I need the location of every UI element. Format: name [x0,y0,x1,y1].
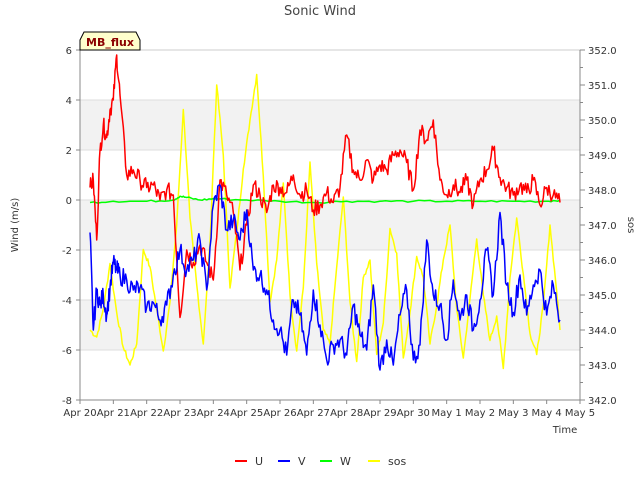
series-line-sos [89,73,561,370]
y2-axis-ticks: 342.0 343.0 344.0 345.0 346.0 347.0 348.0 349.0… [580,46,617,407]
badge-label: MB_flux [86,36,134,49]
mb-flux-badge: MB_flux [79,31,141,51]
y-tick-label: -4 [62,296,72,307]
y-tick-label: 2 [66,146,72,157]
y-tick-label: -8 [62,396,72,407]
x-tick-label: May 1 [432,408,462,419]
series-line-v [89,184,561,371]
legend-label-v: V [298,455,306,468]
y2-tick-label: 343.0 [588,361,617,372]
x-axis-ticks: Apr 20 Apr 21 Apr 22 Apr 23 Apr 24 Apr 25 Apr … [63,400,595,419]
y2-axis-label: sos [625,217,636,234]
y-tick-label: 4 [66,96,72,107]
x-tick-label: Apr 28 [330,408,363,419]
x-tick-label: May 5 [565,408,595,419]
y-axis-ticks: -8 -6 -4 -2 0 2 4 6 [62,46,80,407]
x-tick-label: Apr 27 [297,408,330,419]
band [80,100,580,150]
background-bands [80,100,580,350]
badge-shape [79,31,141,51]
y-tick-label: 6 [66,46,72,57]
legend-label-u: U [255,455,263,468]
x-axis-label: Time [552,425,577,436]
x-tick-label: Apr 23 [163,408,196,419]
y2-tick-label: 342.0 [588,396,617,407]
y-axis-label: Wind (m/s) [10,198,21,253]
y2-tick-label: 346.0 [588,256,617,267]
x-tick-label: May 4 [532,408,562,419]
series-layer [89,54,561,371]
chart-title: Sonic Wind [284,4,356,19]
x-tick-label: May 2 [465,408,495,419]
y2-tick-label: 351.0 [588,81,617,92]
y2-tick-label: 347.0 [588,221,617,232]
x-tick-label: Apr 25 [230,408,263,419]
y2-tick-label: 348.0 [588,186,617,197]
y2-tick-label: 352.0 [588,46,617,57]
x-tick-label: Apr 21 [97,408,130,419]
y2-tick-label: 345.0 [588,291,617,302]
band [80,200,580,250]
y2-tick-label: 349.0 [588,151,617,162]
x-tick-label: Apr 29 [363,408,396,419]
y-tick-label: -2 [62,246,72,257]
x-tick-label: May 3 [498,408,528,419]
x-tick-label: Apr 24 [197,408,230,419]
x-tick-label: Apr 30 [397,408,430,419]
x-tick-label: Apr 26 [263,408,296,419]
y-tick-label: 0 [66,196,72,207]
y2-tick-label: 344.0 [588,326,617,337]
legend-label-sos: sos [388,455,406,468]
y-tick-label: -6 [62,346,72,357]
legend-label-w: W [340,455,351,468]
y2-tick-label: 350.0 [588,116,617,127]
series-line-u [89,54,561,319]
x-tick-label: Apr 20 [63,408,96,419]
x-tick-label: Apr 22 [130,408,163,419]
